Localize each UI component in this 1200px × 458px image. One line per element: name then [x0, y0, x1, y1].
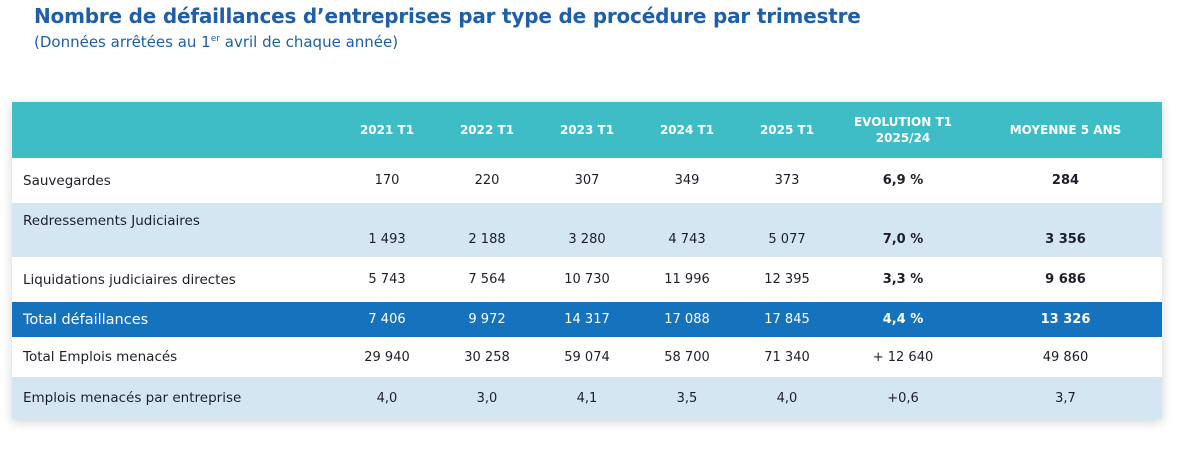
cell-2024: 17 088: [664, 312, 710, 327]
header-evolution-line1: EVOLUTION T1: [853, 115, 953, 129]
cell-2023: 3 280: [568, 231, 606, 247]
subtitle-text-end: avril de chaque année): [219, 33, 399, 51]
cell-2022: 2 188: [468, 231, 506, 247]
cell-2023: 4,1: [576, 390, 598, 406]
cell-evolution: 3,3 %: [882, 272, 924, 287]
failures-table: 2021 T1 2022 T1 2023 T1 2024 T1 2025 T1 …: [12, 102, 1162, 419]
page-subtitle: (Données arrêtées au 1er avril de chaque…: [34, 33, 398, 51]
cell-2025: 4,0: [776, 390, 798, 406]
cell-2025: 17 845: [764, 312, 810, 327]
table-row-sauvegardes: Sauvegardes 170 220 307 349 373 6,9 % 28…: [12, 158, 1162, 203]
cell-average: 3 356: [1045, 231, 1086, 247]
cell-evolution: 4,4 %: [882, 312, 924, 327]
table-row-total-defaillances: Total défaillances 7 406 9 972 14 317 17…: [12, 302, 1162, 337]
cell-2024: 3,5: [676, 390, 698, 406]
cell-average: 3,7: [1055, 390, 1076, 406]
table-header-row: 2021 T1 2022 T1 2023 T1 2024 T1 2025 T1 …: [12, 102, 1162, 158]
cell-2024: 349: [674, 173, 700, 188]
cell-2025: 373: [774, 173, 800, 188]
header-2025: 2025 T1: [759, 123, 815, 137]
cell-2022: 7 564: [468, 272, 506, 287]
cell-2024: 4 743: [668, 231, 706, 247]
row-label: Emplois menacés par entreprise: [23, 390, 242, 406]
cell-2023: 10 730: [564, 272, 610, 287]
cell-evolution: +0,6: [887, 390, 919, 406]
row-label: Total Emplois menacés: [23, 349, 178, 365]
cell-average: 284: [1051, 173, 1080, 188]
header-average: MOYENNE 5 ANS: [1009, 123, 1122, 137]
cell-evolution: + 12 640: [872, 349, 934, 365]
subtitle-superscript: er: [210, 34, 220, 44]
table-row-emplois-par-entreprise: Emplois menacés par entreprise 4,0 3,0 4…: [12, 377, 1162, 419]
subtitle-text-start: (Données arrêtées au 1: [34, 33, 211, 51]
cell-2021: 7 406: [368, 312, 406, 327]
cell-2022: 3,0: [476, 390, 498, 406]
row-label: Liquidations judiciaires directes: [23, 271, 236, 288]
header-2021: 2021 T1: [359, 123, 415, 137]
cell-2021: 170: [374, 173, 400, 188]
cell-2021: 5 743: [368, 272, 406, 287]
cell-evolution: 6,9 %: [882, 173, 924, 188]
cell-2021: 1 493: [368, 231, 406, 247]
table-row-total-emplois: Total Emplois menacés 29 940 30 258 59 0…: [12, 337, 1162, 377]
cell-2023: 14 317: [564, 312, 610, 327]
cell-2022: 220: [474, 173, 500, 188]
failures-table-container: 2021 T1 2022 T1 2023 T1 2024 T1 2025 T1 …: [12, 102, 1162, 419]
cell-2025: 12 395: [764, 272, 810, 287]
header-2024: 2024 T1: [659, 123, 715, 137]
cell-2021: 29 940: [364, 349, 410, 365]
cell-2021: 4,0: [376, 390, 398, 406]
header-2022: 2022 T1: [459, 123, 515, 137]
cell-2023: 307: [574, 173, 600, 188]
cell-average: 49 860: [1042, 349, 1089, 365]
cell-evolution: 7,0 %: [882, 231, 924, 247]
cell-average: 9 686: [1045, 272, 1086, 287]
table-row-redressements: Redressements Judiciaires 1 493 2 188 3 …: [12, 203, 1162, 257]
row-label: Sauvegardes: [23, 172, 111, 189]
cell-average: 13 326: [1040, 312, 1091, 327]
table-row-liquidations: Liquidations judiciaires directes 5 743 …: [12, 257, 1162, 302]
row-label: Redressements Judiciaires: [23, 213, 200, 229]
header-label-cell: [12, 102, 337, 158]
cell-2025: 5 077: [768, 231, 806, 247]
cell-2023: 59 074: [564, 349, 610, 365]
header-2023: 2023 T1: [559, 123, 615, 137]
cell-2024: 11 996: [664, 272, 710, 287]
cell-2024: 58 700: [664, 349, 710, 365]
header-evolution: EVOLUTION T1 2025/24: [837, 102, 969, 158]
cell-2025: 71 340: [764, 349, 810, 365]
row-label: Total défaillances: [23, 311, 149, 328]
header-evolution-line2: 2025/24: [875, 131, 931, 145]
cell-2022: 9 972: [468, 312, 506, 327]
cell-2022: 30 258: [464, 349, 510, 365]
page-title: Nombre de défaillances d’entreprises par…: [34, 4, 861, 28]
